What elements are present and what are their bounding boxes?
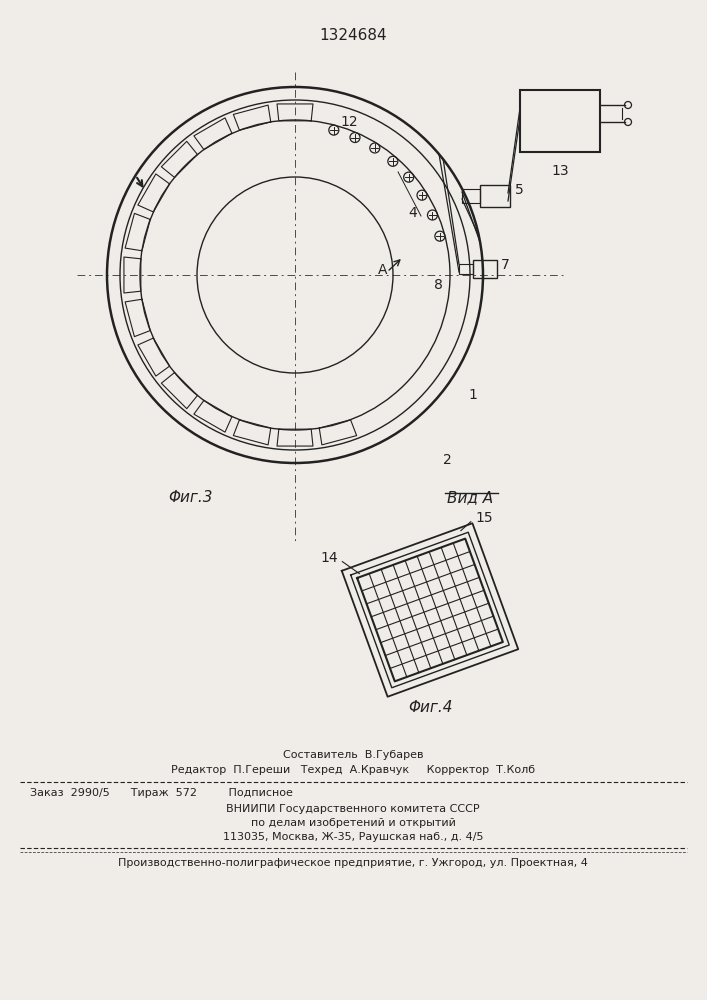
Text: по делам изобретений и открытий: по делам изобретений и открытий — [250, 818, 455, 828]
Text: 12: 12 — [340, 115, 358, 129]
Bar — [462, 189, 480, 203]
Text: 113035, Москва, Ж-35, Раушская наб., д. 4/5: 113035, Москва, Ж-35, Раушская наб., д. … — [223, 832, 484, 842]
Text: Φиг.4: Φиг.4 — [408, 700, 452, 715]
Text: 8: 8 — [434, 278, 443, 292]
Text: A: A — [378, 263, 387, 277]
Text: Редактор  П.Гереши   Техред  А.Кравчук     Корректор  Т.Колб: Редактор П.Гереши Техред А.Кравчук Корре… — [171, 765, 535, 775]
Text: 7: 7 — [501, 258, 510, 272]
Text: Вид A: Вид A — [447, 490, 493, 505]
Text: 4: 4 — [409, 206, 417, 220]
Text: ВНИИПИ Государственного комитета СССР: ВНИИПИ Государственного комитета СССР — [226, 804, 480, 814]
Text: Φиг.3: Φиг.3 — [168, 490, 212, 505]
Text: 13: 13 — [551, 164, 569, 178]
Bar — [520, 90, 600, 152]
Text: 14: 14 — [320, 551, 338, 565]
Text: 5: 5 — [515, 183, 524, 197]
Text: 1: 1 — [468, 388, 477, 402]
Text: Составитель  В.Губарев: Составитель В.Губарев — [283, 750, 423, 760]
Text: 15: 15 — [475, 511, 493, 525]
Text: 2: 2 — [443, 453, 452, 467]
Text: 1324684: 1324684 — [319, 28, 387, 43]
Bar — [459, 264, 473, 274]
Bar — [473, 260, 497, 278]
Text: Производственно-полиграфическое предприятие, г. Ужгород, ул. Проектная, 4: Производственно-полиграфическое предприя… — [118, 858, 588, 868]
Bar — [480, 185, 510, 207]
Text: Заказ  2990/5      Тираж  572         Подписное: Заказ 2990/5 Тираж 572 Подписное — [30, 788, 293, 798]
